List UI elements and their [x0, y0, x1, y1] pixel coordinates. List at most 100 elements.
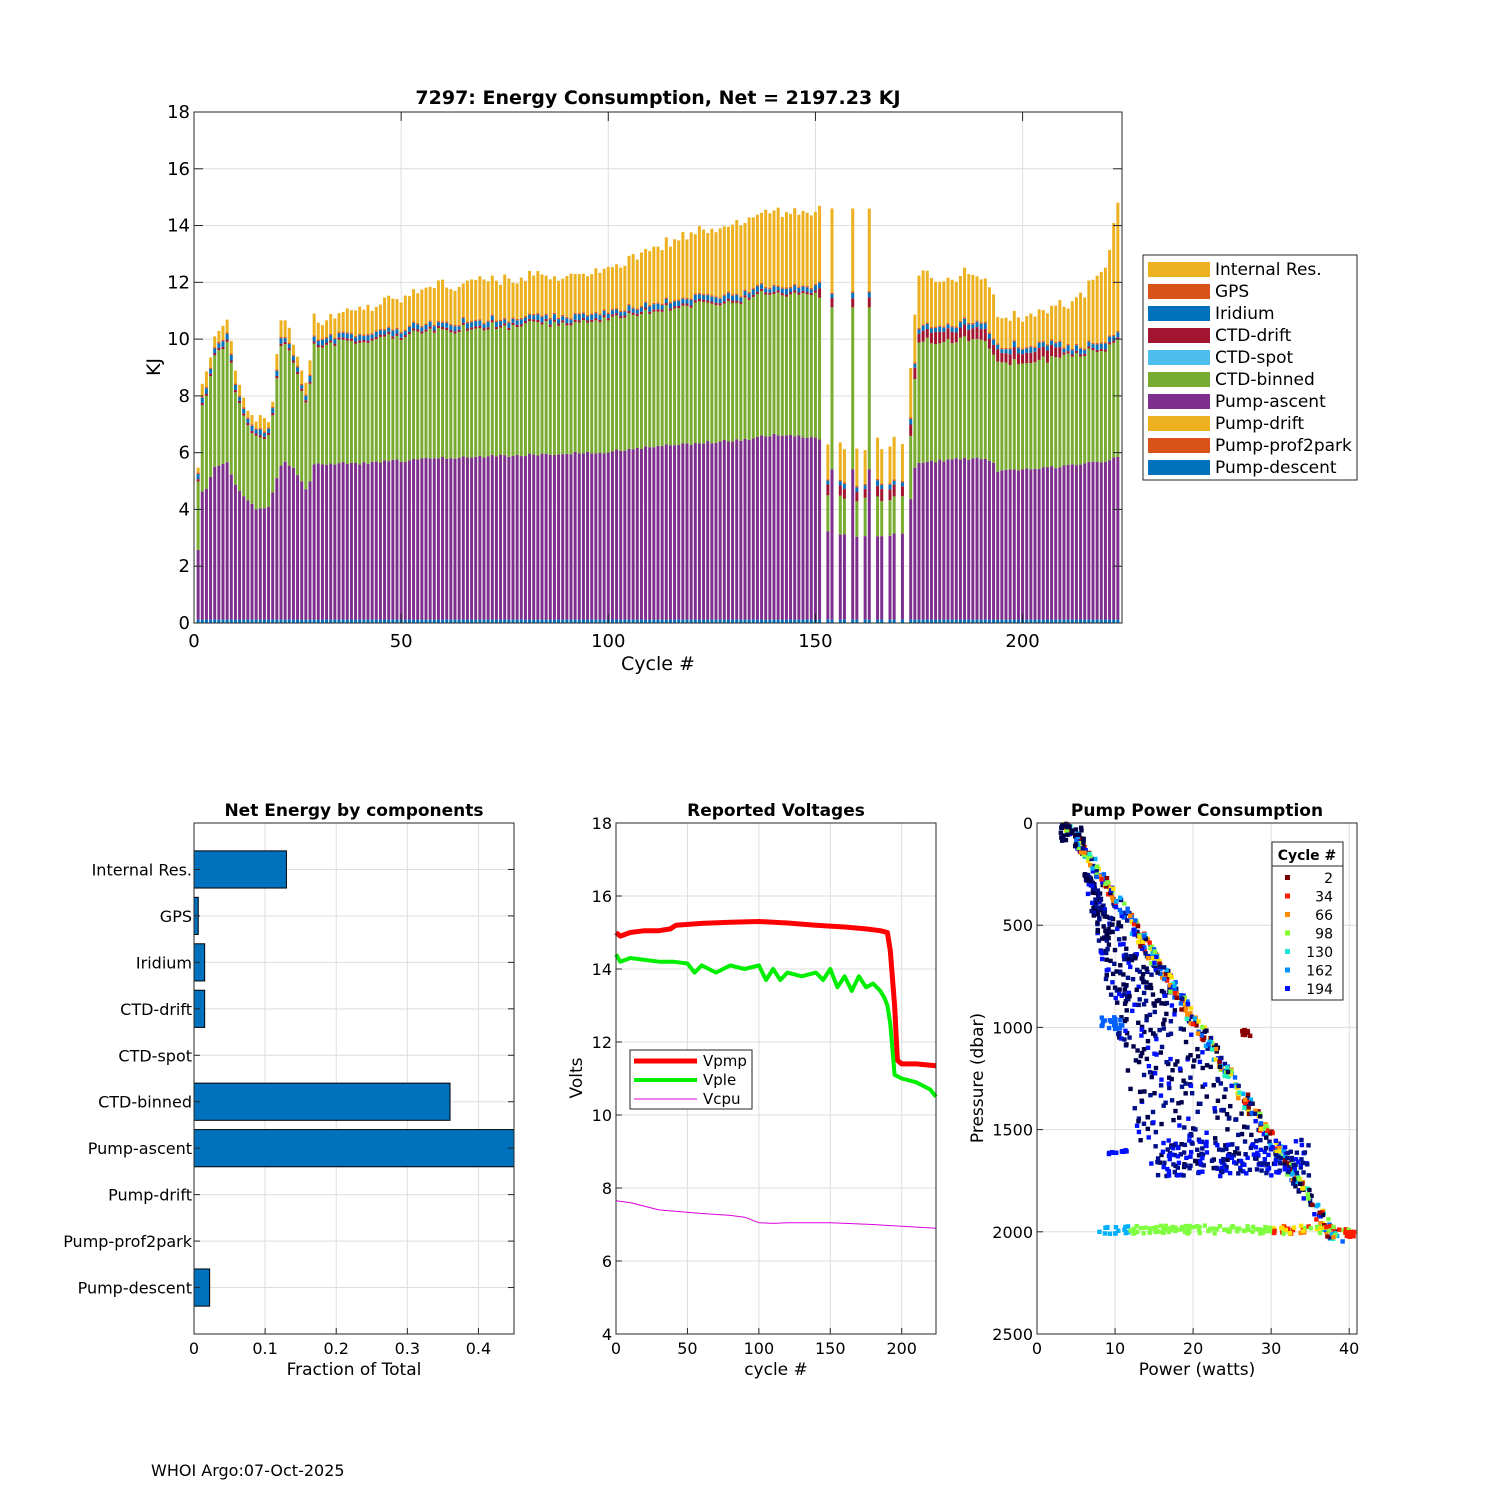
- energy-bar-gps: [569, 318, 573, 320]
- energy-bar-gps: [204, 386, 208, 389]
- energy-bar-internal-res: [1016, 317, 1020, 347]
- energy-bar-internal-res: [449, 289, 453, 324]
- pump-point: [1078, 850, 1084, 855]
- energy-bar-ctd-binned: [312, 343, 316, 465]
- pump-point: [1236, 1095, 1241, 1101]
- pump-point: [1245, 1224, 1250, 1229]
- pump-point: [1197, 1139, 1203, 1144]
- pump-point: [1121, 972, 1126, 977]
- energy-bar-ctd-binned: [963, 336, 967, 458]
- energy-bar-ctd-binned: [789, 294, 793, 435]
- energy-bar-pump-descent: [1029, 619, 1033, 623]
- energy-bar-ctd-binned: [407, 334, 411, 461]
- pump-point: [1159, 1001, 1164, 1006]
- pump-point: [1340, 1239, 1345, 1244]
- energy-bar-ctd-binned: [917, 342, 921, 463]
- pump-point: [1229, 1142, 1235, 1147]
- energy-bar-pump-ascent: [300, 481, 304, 620]
- energy-bar-internal-res: [743, 223, 747, 290]
- pump-point: [1198, 1101, 1203, 1106]
- energy-bar-iridium: [909, 418, 913, 425]
- energy-bar-gps: [296, 366, 300, 368]
- energy-bar-pump-ascent: [892, 533, 896, 620]
- energy-bar-ctd-drift: [383, 334, 387, 337]
- pump-point: [1325, 1234, 1330, 1239]
- energy-bar-gps: [1062, 347, 1066, 349]
- energy-bar-gps: [519, 317, 523, 320]
- pump-point: [1183, 1008, 1188, 1013]
- energy-bar-ctd-drift: [300, 388, 304, 391]
- pump-point: [1110, 922, 1115, 927]
- energy-bar-gps: [735, 293, 739, 296]
- pump-point: [1205, 1046, 1210, 1051]
- pump-point: [1243, 1228, 1248, 1233]
- energy-bar-iridium: [598, 315, 602, 320]
- energy-bar-internal-res: [573, 274, 577, 313]
- energy-bar-internal-res: [1083, 297, 1087, 349]
- energy-bar-gps: [300, 383, 304, 386]
- energy-bar-gps: [271, 406, 275, 409]
- energy-bar-ctd-drift: [416, 329, 420, 332]
- energy-bar-iridium: [958, 322, 962, 328]
- pump-tick-label-x: 40: [1339, 1339, 1359, 1358]
- energy-bar-internal-res: [1070, 301, 1074, 349]
- pump-point: [1328, 1223, 1333, 1229]
- energy-bar-ctd-binned: [1112, 342, 1116, 458]
- energy-bar-pump-ascent: [1091, 461, 1095, 620]
- energy-bar-internal-res: [627, 255, 631, 305]
- energy-bar-iridium: [1091, 344, 1095, 348]
- energy-bar-gps: [1070, 348, 1074, 351]
- energy-bar-ctd-drift: [639, 311, 643, 315]
- energy-legend-swatch: [1148, 350, 1210, 365]
- pump-point: [1298, 1223, 1304, 1229]
- energy-bar-iridium: [362, 335, 366, 341]
- energy-bar-ctd-drift: [987, 338, 991, 349]
- pump-point: [1123, 1224, 1128, 1230]
- energy-bar-pump-ascent: [776, 435, 780, 620]
- pump-point: [1166, 1153, 1172, 1158]
- energy-bar-pump-ascent: [486, 456, 490, 620]
- energy-bar-internal-res: [996, 316, 1000, 344]
- energy-bar-pump-ascent: [503, 455, 507, 620]
- energy-bar-iridium: [685, 299, 689, 304]
- energy-bar-iridium: [565, 318, 569, 324]
- energy-bar-ctd-drift: [366, 340, 370, 343]
- energy-bar-ctd-binned: [975, 338, 979, 458]
- pump-point: [1164, 1173, 1169, 1179]
- energy-bar-pump-ascent: [333, 464, 337, 620]
- energy-bar-pump-descent: [424, 619, 428, 623]
- energy-bar-internal-res: [764, 209, 768, 287]
- energy-bar-ctd-binned: [619, 318, 623, 451]
- energy-bar-ctd-drift: [1037, 347, 1041, 360]
- energy-bar-pump-descent: [677, 619, 681, 623]
- pump-point: [1253, 1145, 1259, 1150]
- energy-bar-iridium: [797, 287, 801, 293]
- energy-bar-internal-res: [465, 280, 469, 322]
- energy-bar-internal-res: [325, 320, 329, 338]
- energy-bar-gps: [225, 332, 229, 334]
- energy-bar-ctd-drift: [768, 292, 772, 295]
- pump-point: [1185, 1055, 1191, 1060]
- pump-point: [1229, 1225, 1234, 1231]
- energy-bar-gps: [494, 320, 498, 322]
- components-bar: [193, 1082, 451, 1121]
- energy-bar-ctd-drift: [996, 349, 1000, 362]
- pump-point: [1220, 1159, 1226, 1164]
- energy-bar-ctd-binned: [246, 425, 250, 501]
- energy-bar-iridium: [1000, 349, 1004, 353]
- energy-bar-ctd-drift: [876, 485, 880, 497]
- energy-bar-gps: [445, 321, 449, 323]
- pump-point: [1201, 1035, 1207, 1040]
- energy-bar-iridium: [880, 485, 884, 489]
- pump-point: [1183, 1091, 1188, 1096]
- pump-point: [1250, 1229, 1255, 1235]
- energy-bar-internal-res: [209, 357, 213, 368]
- pump-point: [1137, 935, 1143, 940]
- components-chart-title: Net Energy by components: [224, 801, 483, 821]
- energy-bar-pump-ascent: [623, 450, 627, 620]
- energy-bar-internal-res: [598, 272, 602, 314]
- energy-bar-internal-res: [378, 304, 382, 329]
- pump-point: [1190, 1021, 1196, 1027]
- energy-bar-iridium: [764, 288, 768, 293]
- energy-bar-pump-descent: [519, 619, 523, 623]
